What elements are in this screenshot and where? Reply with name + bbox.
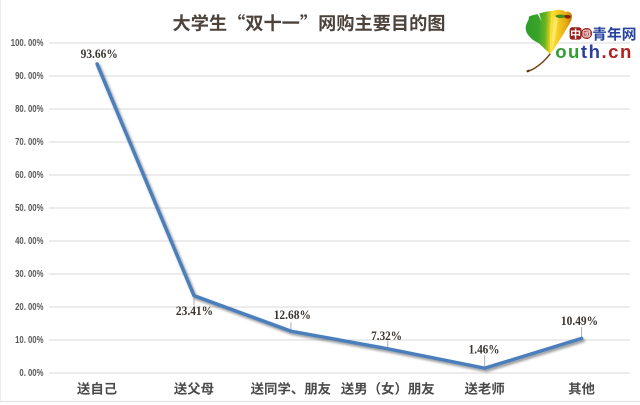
- svg-text:12.68%: 12.68%: [274, 307, 311, 322]
- svg-text:10.49%: 10.49%: [561, 313, 598, 328]
- svg-text:40. 00%: 40. 00%: [15, 236, 44, 247]
- svg-text:90. 00%: 90. 00%: [15, 71, 44, 82]
- svg-text:93.66%: 93.66%: [81, 46, 118, 61]
- svg-text:70. 00%: 70. 00%: [15, 137, 44, 148]
- svg-text:30. 00%: 30. 00%: [15, 269, 44, 280]
- svg-text:10. 00%: 10. 00%: [15, 335, 44, 346]
- svg-text:7.32%: 7.32%: [371, 328, 402, 343]
- svg-text:0. 00%: 0. 00%: [19, 368, 43, 379]
- svg-text:50. 00%: 50. 00%: [15, 203, 44, 214]
- svg-text:80. 00%: 80. 00%: [15, 104, 44, 115]
- svg-text:20. 00%: 20. 00%: [15, 302, 44, 313]
- svg-text:100. 00%: 100. 00%: [11, 38, 44, 49]
- svg-text:1.46%: 1.46%: [469, 342, 500, 357]
- svg-text:60. 00%: 60. 00%: [15, 170, 44, 181]
- svg-text:23.41%: 23.41%: [176, 303, 213, 318]
- svg-text:outh.cn: outh.cn: [555, 41, 633, 62]
